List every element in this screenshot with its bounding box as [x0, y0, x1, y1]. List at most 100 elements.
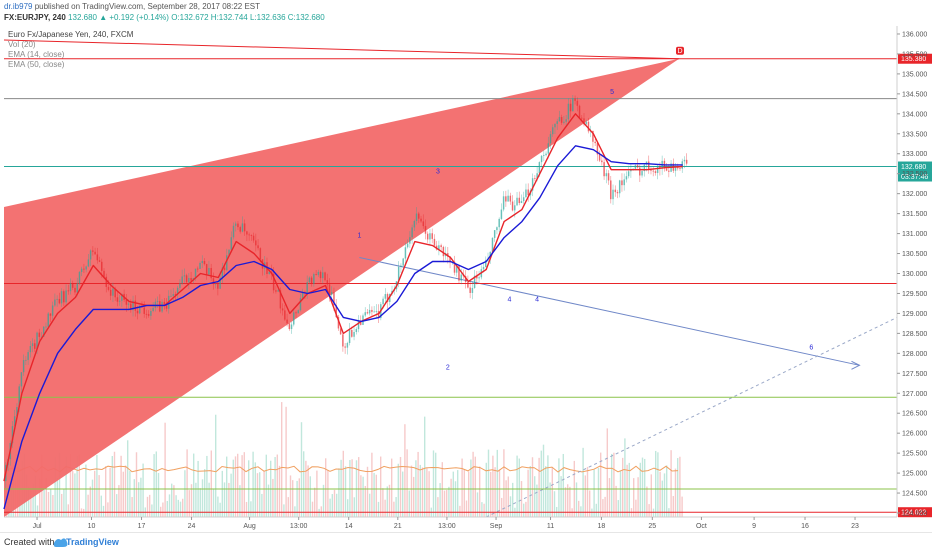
candle-body — [558, 117, 561, 122]
candle-body — [109, 289, 112, 296]
volume-bar — [496, 449, 498, 517]
candle-body — [250, 235, 253, 236]
candle-body — [560, 117, 563, 123]
candle-body — [156, 301, 159, 302]
y-tick-label: 133.000 — [902, 151, 927, 158]
candle-body — [609, 180, 612, 200]
volume-bar — [116, 494, 118, 517]
volume-bar — [366, 466, 369, 517]
volume-bar — [195, 482, 197, 517]
wave-labels: 1 2 3 4 4 5 6 — [357, 89, 813, 371]
candle-body — [49, 313, 52, 316]
price-label-box — [898, 161, 932, 172]
candle-body — [540, 155, 543, 163]
ohlc-bar: FX:EURJPY, 240 132.680 ▲ +0.192 (+0.14%)… — [4, 13, 325, 22]
volume-bar — [562, 453, 564, 517]
volume-bar — [523, 503, 525, 517]
volume-bar — [633, 478, 635, 517]
volume-bar — [113, 451, 116, 517]
volume-bar — [536, 484, 538, 517]
candle-body — [386, 294, 389, 302]
volume-bar — [558, 458, 560, 517]
volume-bar — [171, 483, 173, 517]
volume-bar — [439, 483, 441, 517]
open-value: O:132.672 — [171, 13, 209, 22]
price-label-box — [898, 507, 932, 518]
volume-bar — [470, 459, 472, 517]
volume-bar — [34, 475, 36, 517]
y-tick-label: 133.500 — [902, 131, 927, 138]
volume-bar — [311, 501, 314, 517]
tradingview-brand[interactable]: TradingView — [66, 537, 119, 547]
volume-bar — [468, 471, 470, 517]
candle-body — [100, 261, 103, 271]
symbol-label: FX:EURJPY, 240 — [4, 13, 66, 22]
candle-body — [322, 272, 324, 279]
volume-bar — [463, 469, 465, 517]
volume-bar — [498, 469, 501, 517]
volume-bar — [681, 496, 683, 517]
volume-bar — [329, 498, 331, 517]
horizontal-levels: 135.380 132.680 124.022 03:37:46 — [4, 53, 932, 518]
candle-body — [601, 160, 603, 163]
volume-bar — [98, 475, 100, 517]
created-with-text: Created with — [4, 537, 55, 547]
legend-vol[interactable]: Vol (20) — [8, 40, 36, 49]
volume-bar — [626, 464, 628, 517]
candle-body — [484, 260, 487, 267]
volume-bar — [597, 468, 600, 517]
legend-ema50[interactable]: EMA (50, close) — [8, 60, 65, 69]
candle-body — [150, 311, 152, 316]
candle-body — [230, 237, 233, 250]
volume-bar — [234, 456, 237, 517]
volume-bar — [179, 501, 182, 517]
volume-bar — [408, 490, 410, 517]
candle-body — [96, 254, 99, 261]
volume-bar — [648, 504, 650, 517]
volume-bar — [503, 449, 505, 517]
candle-body — [547, 143, 550, 154]
candle-body — [80, 268, 83, 272]
candle-body — [275, 290, 277, 292]
candle-body — [498, 218, 500, 228]
candle-body — [659, 166, 661, 169]
candle-body — [268, 271, 271, 274]
volume-bar — [168, 494, 171, 517]
volume-bar — [342, 450, 344, 517]
candle-body — [580, 117, 583, 119]
volume-bar — [384, 499, 386, 517]
alert-marker-icon — [676, 46, 685, 55]
candle-body — [563, 121, 565, 123]
volume-bar — [652, 508, 655, 517]
volume-bar — [512, 482, 514, 517]
candle-body — [473, 275, 476, 288]
volume-bar — [149, 494, 151, 517]
volume-bar — [635, 499, 637, 517]
volume-bar — [371, 452, 373, 517]
volume-bar — [413, 476, 415, 517]
tradingview-logo-icon[interactable] — [52, 535, 110, 548]
volume-bar — [672, 496, 674, 517]
username-link[interactable]: dr.ib979 — [4, 2, 33, 11]
volume-bar — [382, 488, 384, 517]
legend-ema14[interactable]: EMA (14, close) — [8, 50, 65, 59]
candle-body — [281, 308, 284, 311]
volume-bar — [666, 465, 668, 517]
volume-bar — [109, 467, 111, 517]
price-label: 124.022 — [901, 510, 926, 517]
candle-body — [482, 266, 485, 270]
candle-body — [576, 100, 579, 106]
volume-bar — [479, 466, 481, 517]
volume-bar — [441, 462, 443, 517]
volume-bar — [256, 473, 259, 517]
volume-bar — [333, 489, 336, 517]
candle-body — [47, 313, 50, 327]
volume-ma-line — [5, 465, 679, 473]
volume-bar — [153, 454, 155, 517]
volume-bar — [245, 501, 248, 517]
volume-bar — [615, 485, 617, 517]
volume-bar — [61, 493, 63, 517]
volume-bar — [655, 450, 657, 517]
candle-body — [364, 312, 367, 316]
